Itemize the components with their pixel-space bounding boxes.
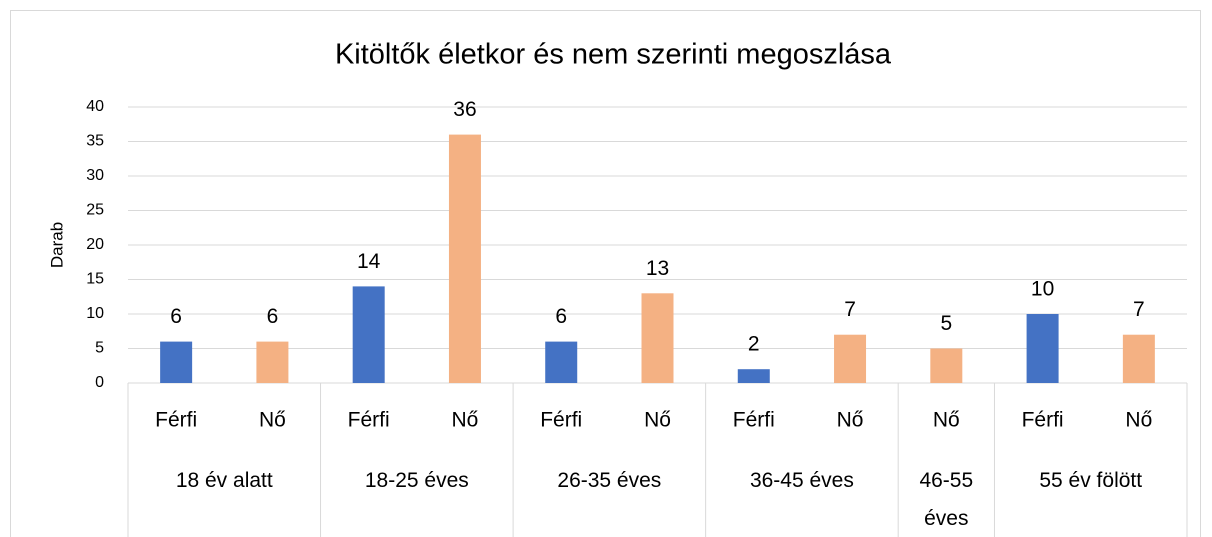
bar: [160, 341, 193, 383]
data-label: 36: [453, 98, 476, 121]
data-label: 5: [940, 312, 952, 335]
data-label: 2: [748, 333, 760, 356]
data-label: 6: [555, 305, 567, 328]
x-tick-label: Férfi: [348, 409, 390, 432]
group-label: 26-35 éves: [557, 469, 662, 492]
data-label: 10: [1031, 278, 1054, 301]
y-tick-label: 0: [95, 374, 104, 391]
group-label: 36-45 éves: [749, 469, 854, 492]
bar: [834, 334, 867, 383]
group-label: 55 év fölött: [1039, 469, 1143, 492]
data-label: 14: [357, 250, 381, 273]
y-axis-label: Darab: [47, 222, 66, 268]
x-tick-label: Nő: [644, 409, 671, 432]
bar: [352, 286, 385, 383]
y-tick-label: 30: [86, 167, 104, 184]
chart-border: [10, 10, 1201, 537]
y-tick-label: 40: [86, 98, 104, 115]
x-tick-label: Nő: [452, 409, 479, 432]
bar: [737, 369, 770, 383]
y-tick-label: 25: [86, 202, 104, 219]
y-tick-label: 20: [86, 236, 104, 253]
bar: [641, 293, 674, 383]
data-label: 7: [1133, 298, 1145, 321]
y-tick-label: 10: [86, 305, 104, 322]
y-tick-label: 35: [86, 133, 104, 150]
group-label: 18 év alatt: [175, 469, 273, 492]
y-tick-label: 5: [95, 340, 104, 357]
x-tick-label: Férfi: [733, 409, 775, 432]
data-label: 13: [646, 257, 669, 280]
x-tick-label: Férfi: [1022, 409, 1064, 432]
y-tick-label: 15: [86, 271, 104, 288]
bar: [256, 341, 289, 383]
data-label: 7: [844, 298, 856, 321]
chart-title: Kitöltők életkor és nem szerinti megoszl…: [335, 39, 892, 71]
data-label: 6: [170, 305, 182, 328]
bar: [545, 341, 578, 383]
group-label: 46-55 éves: [919, 469, 974, 530]
x-tick-label: Férfi: [155, 409, 197, 432]
data-label: 6: [267, 305, 279, 328]
bar: [930, 348, 963, 383]
x-tick-label: Nő: [259, 409, 286, 432]
bar: [1122, 334, 1155, 383]
x-tick-label: Nő: [837, 409, 864, 432]
x-tick-label: Nő: [933, 409, 960, 432]
x-tick-label: Nő: [1125, 409, 1152, 432]
bar: [448, 134, 481, 383]
x-tick-label: Férfi: [540, 409, 582, 432]
group-label: 18-25 éves: [364, 469, 469, 492]
bar: [1026, 314, 1059, 383]
